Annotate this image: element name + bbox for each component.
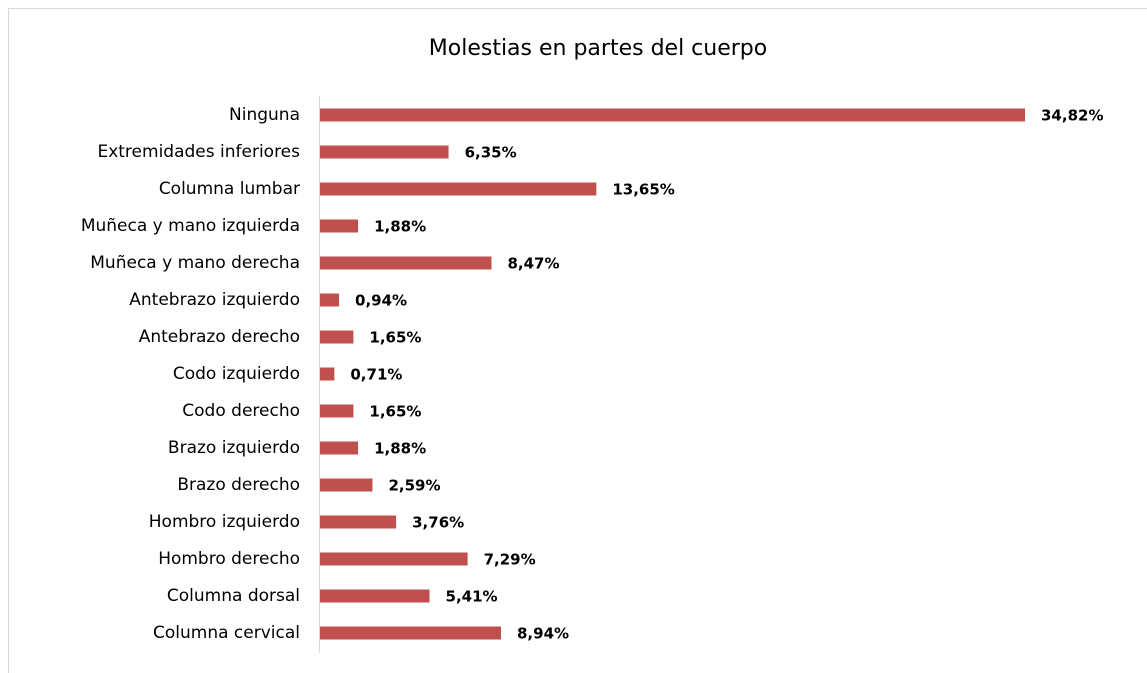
bar [320,219,359,233]
value-label: 8,94% [517,625,569,643]
value-label: 1,65% [369,329,421,347]
value-label: 1,88% [374,218,426,236]
bar [320,589,430,603]
category-label: Codo izquierdo [173,364,300,384]
bar [320,552,468,566]
bar [320,330,354,344]
category-label: Columna lumbar [159,179,300,199]
value-label: 34,82% [1041,107,1103,125]
category-label: Columna dorsal [167,586,300,606]
value-label: 13,65% [612,181,674,199]
bar [320,182,597,196]
bar [320,515,397,529]
bar [320,108,1025,122]
category-label: Hombro derecho [158,549,300,569]
chart-border [8,8,1147,673]
bar [320,441,359,455]
bar [320,626,502,640]
category-label: Muñeca y mano izquierda [81,216,300,236]
bar [320,256,492,270]
category-label: Antebrazo derecho [139,327,300,347]
bar [320,293,340,307]
category-label: Hombro izquierdo [149,512,300,532]
category-label: Brazo izquierdo [168,438,300,458]
category-label: Codo derecho [182,401,300,421]
category-label: Muñeca y mano derecha [90,253,300,273]
value-label: 0,71% [350,366,402,384]
chart-title: Molestias en partes del cuerpo [429,36,767,61]
bar [320,367,335,381]
value-label: 1,88% [374,440,426,458]
value-label: 7,29% [484,551,536,569]
value-label: 5,41% [446,588,498,606]
value-label: 6,35% [465,144,517,162]
value-label: 8,47% [507,255,559,273]
value-label: 2,59% [388,477,440,495]
bar [320,404,354,418]
value-label: 0,94% [355,292,407,310]
category-label: Brazo derecho [177,475,300,495]
value-label: 1,65% [369,403,421,421]
bar [320,478,373,492]
category-label: Extremidades inferiores [97,142,300,162]
category-label: Ninguna [229,105,300,125]
bar [320,145,449,159]
value-label: 3,76% [412,514,464,532]
category-label: Columna cervical [153,623,300,643]
category-label: Antebrazo izquierdo [129,290,300,310]
